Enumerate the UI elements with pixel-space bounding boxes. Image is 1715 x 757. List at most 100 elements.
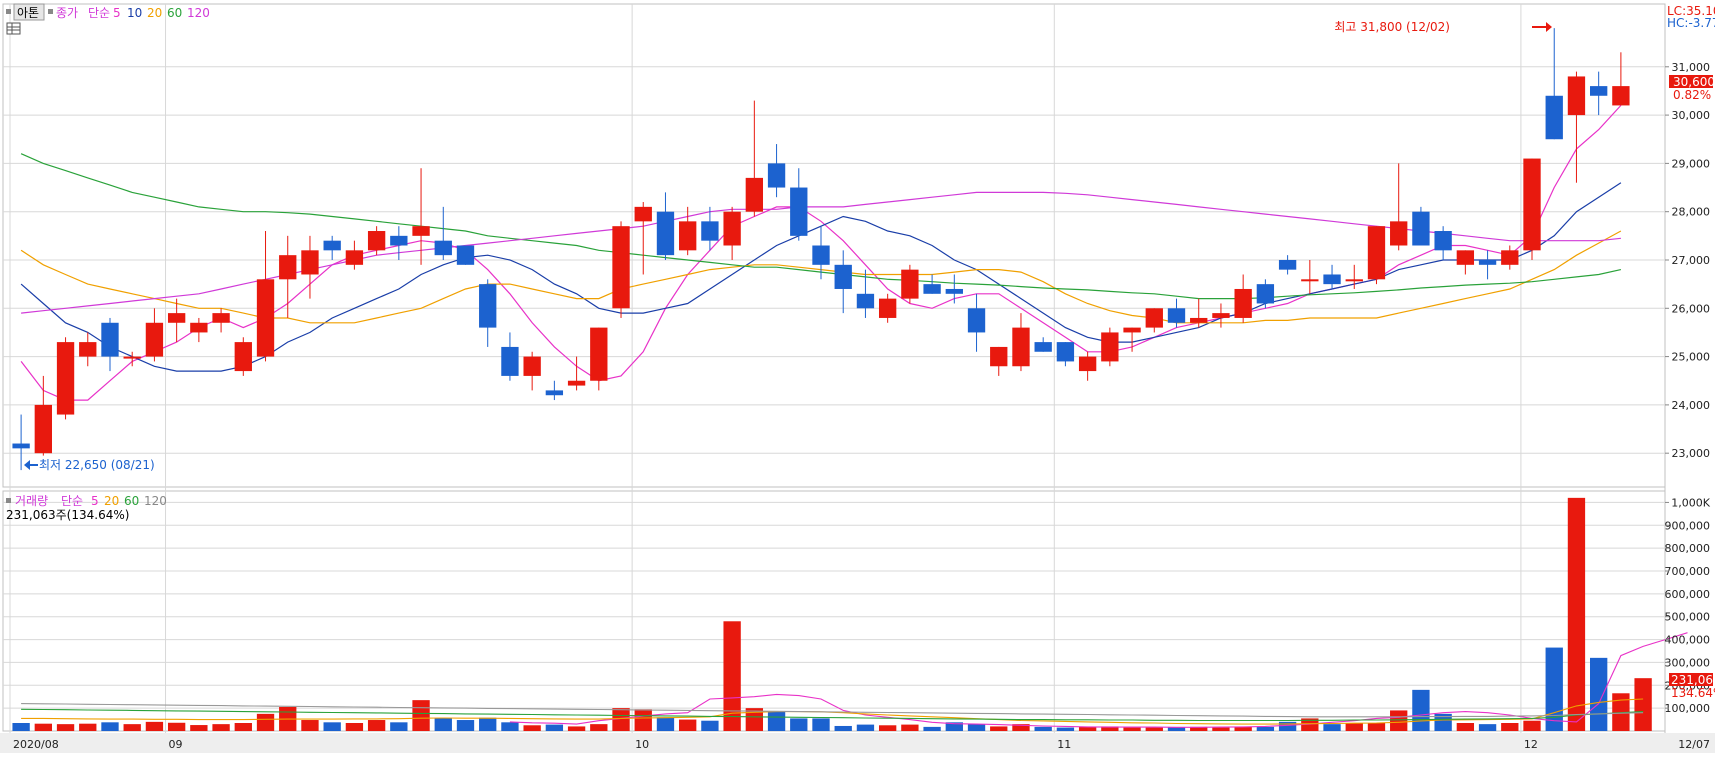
volume-bar bbox=[79, 723, 97, 731]
legend-ma5: 5 bbox=[113, 6, 121, 20]
stock-name: 아톤 bbox=[17, 6, 39, 20]
volume-bar bbox=[34, 723, 52, 731]
volume-bar bbox=[256, 713, 275, 731]
candle-body bbox=[434, 240, 452, 256]
candle-body bbox=[167, 313, 186, 323]
volume-readout: 231,063주(134.64%) bbox=[6, 508, 129, 522]
candle-body bbox=[1101, 332, 1119, 362]
candle-body bbox=[256, 279, 275, 357]
low-annotation: 최저 22,650 (08/21) bbox=[24, 458, 155, 472]
candle bbox=[723, 206, 741, 260]
candle bbox=[656, 192, 675, 260]
legend-ma20: 20 bbox=[147, 6, 162, 20]
volume-legend: 거래량 단순 5 20 60 120 231,063주(134.64%) bbox=[6, 494, 167, 522]
candle bbox=[212, 308, 230, 333]
candle-body bbox=[1567, 76, 1586, 116]
candle-body bbox=[323, 240, 341, 251]
last-price: 30,600 bbox=[1673, 75, 1715, 89]
candle-body bbox=[1523, 158, 1541, 251]
volume-tick-label: 1,000K bbox=[1671, 496, 1710, 509]
candle bbox=[812, 226, 830, 280]
legend-close-label: 종가 bbox=[56, 6, 78, 20]
last-volume-tag: 231,063 134.64% bbox=[1669, 673, 1715, 700]
volume-bar bbox=[1278, 721, 1297, 731]
volume-bar bbox=[390, 722, 408, 731]
candle-body bbox=[1456, 250, 1475, 265]
candle-body bbox=[456, 245, 475, 265]
candle bbox=[234, 337, 252, 376]
candle bbox=[412, 168, 430, 265]
candle bbox=[1234, 274, 1252, 323]
candle-body bbox=[101, 322, 119, 357]
legend-vma120: 120 bbox=[144, 494, 167, 508]
candle bbox=[434, 206, 452, 260]
volume-bar bbox=[901, 724, 919, 731]
volume-bar bbox=[612, 708, 630, 731]
low-label: 최저 22,650 (08/21) bbox=[39, 458, 155, 472]
high-arrowhead-icon bbox=[1546, 22, 1552, 32]
volume-bar bbox=[1612, 693, 1630, 731]
candle bbox=[301, 235, 319, 299]
volume-bar bbox=[1323, 724, 1341, 731]
volume-bar bbox=[790, 718, 808, 731]
volume-bar bbox=[923, 726, 941, 731]
volume-bar bbox=[1034, 726, 1052, 731]
date-tick-label: 12 bbox=[1524, 738, 1538, 751]
last-price-box bbox=[1669, 75, 1713, 88]
candle-body bbox=[1123, 327, 1141, 333]
candle bbox=[1345, 264, 1363, 289]
date-tick-label: 2020/08 bbox=[13, 738, 59, 751]
candle bbox=[701, 206, 719, 251]
candle bbox=[945, 274, 963, 304]
candle bbox=[279, 235, 297, 318]
volume-bar bbox=[990, 726, 1008, 731]
last-volume-box bbox=[1669, 673, 1713, 686]
lc-readout: LC:35.10 bbox=[1667, 4, 1715, 18]
price-tick-label: 23,000 bbox=[1672, 447, 1711, 460]
legend-toggle-icon[interactable] bbox=[48, 9, 53, 14]
candle bbox=[79, 332, 97, 367]
last-volume-pct: 134.64% bbox=[1671, 686, 1715, 700]
candle bbox=[1523, 158, 1541, 260]
candle bbox=[1034, 337, 1052, 352]
volume-bar bbox=[1567, 497, 1586, 731]
candle bbox=[1612, 52, 1630, 106]
candle-body bbox=[56, 342, 75, 415]
volume-tick-label: 100,000 bbox=[1665, 702, 1711, 715]
candle bbox=[612, 221, 630, 318]
candle-body bbox=[1390, 221, 1408, 246]
candle-body bbox=[878, 298, 897, 318]
candle-body bbox=[390, 235, 408, 246]
candle-body bbox=[1056, 342, 1075, 362]
volume-bar bbox=[345, 723, 364, 731]
table-icon[interactable] bbox=[6, 22, 21, 35]
candle bbox=[190, 317, 208, 343]
volume-bar bbox=[145, 721, 164, 731]
candle bbox=[167, 298, 186, 343]
candle bbox=[1145, 308, 1163, 333]
volume-bar bbox=[567, 726, 586, 731]
volume-bar bbox=[1012, 724, 1030, 731]
volume-tick-label: 500,000 bbox=[1665, 611, 1711, 624]
candle bbox=[634, 202, 652, 275]
candle bbox=[1101, 327, 1119, 367]
volume-bar bbox=[1367, 723, 1386, 731]
volume-bar bbox=[1434, 713, 1452, 731]
candlesticks bbox=[12, 28, 1630, 471]
candle bbox=[1056, 342, 1075, 367]
legend-toggle-icon[interactable] bbox=[6, 498, 11, 503]
stock-name-box[interactable] bbox=[13, 3, 45, 21]
candle bbox=[856, 269, 875, 318]
legend-ma60: 60 bbox=[167, 6, 182, 20]
candle-body bbox=[1323, 274, 1341, 285]
last-volume: 231,063 bbox=[1671, 673, 1715, 687]
legend-ma10: 10 bbox=[127, 6, 142, 20]
volume-bar bbox=[234, 723, 252, 731]
candle-body bbox=[1145, 308, 1163, 328]
last-change: 0.82% bbox=[1673, 88, 1711, 102]
volume-bar bbox=[1234, 726, 1252, 731]
candle bbox=[367, 226, 386, 256]
legend-toggle-icon[interactable] bbox=[6, 9, 11, 14]
